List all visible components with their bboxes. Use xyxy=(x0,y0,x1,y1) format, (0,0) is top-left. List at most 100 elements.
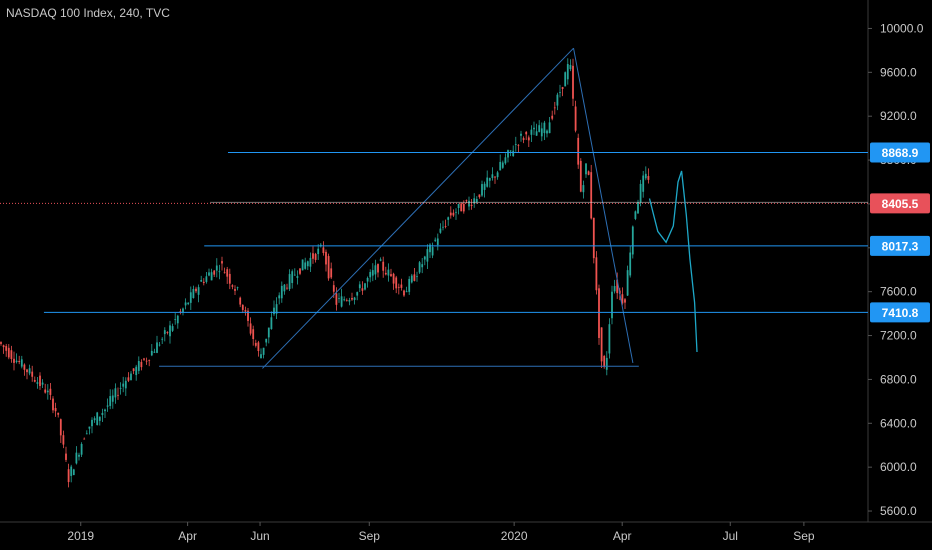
candle-body xyxy=(470,204,473,206)
trendline xyxy=(573,48,634,364)
candle-body xyxy=(481,184,483,196)
candle-body xyxy=(345,300,348,302)
x-tick-label: Sep xyxy=(359,529,381,543)
candle-body xyxy=(403,290,405,296)
candle-body xyxy=(587,171,590,175)
candle-body xyxy=(611,291,613,319)
candle-body xyxy=(626,270,629,296)
candle-body xyxy=(603,355,606,367)
candle-body xyxy=(351,297,353,300)
candle-body xyxy=(491,174,494,178)
candle-body xyxy=(132,368,135,372)
candle-body xyxy=(70,466,73,476)
candle-body xyxy=(273,307,275,315)
candle-body xyxy=(241,304,244,310)
candle-body xyxy=(330,268,333,278)
candle-body xyxy=(390,274,392,277)
candle-body xyxy=(57,412,60,415)
candle-body xyxy=(301,259,304,271)
candle-body xyxy=(361,288,364,291)
candle-body xyxy=(613,286,616,292)
candle-body xyxy=(538,125,541,132)
candle-body xyxy=(262,347,265,355)
x-tick-label: Jun xyxy=(250,529,269,543)
candle-body xyxy=(436,238,439,245)
candle-body xyxy=(10,350,13,360)
x-tick-label: Jul xyxy=(723,529,738,543)
candle-body xyxy=(309,257,312,267)
candle-body xyxy=(208,272,210,276)
candle-body xyxy=(267,327,270,338)
projection-path xyxy=(648,170,698,353)
candle-body xyxy=(257,342,260,352)
price-level-badge xyxy=(870,302,930,323)
candle-body xyxy=(442,226,444,228)
candle-body xyxy=(483,183,486,190)
candle-body xyxy=(423,256,426,260)
candle-body xyxy=(624,299,626,303)
candle-body xyxy=(244,310,247,312)
candle-body xyxy=(566,64,569,80)
candle-body xyxy=(111,395,114,402)
candle-body xyxy=(270,317,273,330)
candle-body xyxy=(548,122,551,134)
candle-body xyxy=(447,217,450,220)
candle-body xyxy=(356,292,359,296)
candle-body xyxy=(395,277,398,289)
candle-body xyxy=(278,295,281,299)
candle-body xyxy=(540,128,543,137)
candle-body xyxy=(525,132,528,135)
candle-body xyxy=(564,72,567,87)
candle-body xyxy=(507,150,509,158)
candle-body xyxy=(62,435,65,445)
candle-body xyxy=(413,274,416,281)
candle-body xyxy=(621,294,624,304)
candle-body xyxy=(31,371,34,377)
candle-body xyxy=(166,331,169,333)
candle-body xyxy=(449,212,452,216)
candle-body xyxy=(600,327,603,362)
chart-title: NASDAQ 100 Index, 240, TVC xyxy=(6,6,170,20)
candle-body xyxy=(343,299,346,301)
candle-body xyxy=(41,382,44,385)
candle-body xyxy=(358,284,361,289)
candle-body xyxy=(377,264,379,273)
candle-body xyxy=(543,122,546,134)
candle-body xyxy=(509,150,512,152)
candle-body xyxy=(426,249,429,262)
candle-body xyxy=(33,379,36,382)
candle-body xyxy=(405,291,408,293)
candle-body xyxy=(247,310,249,321)
candle-body xyxy=(218,271,221,273)
candle-body xyxy=(228,273,231,284)
candle-body xyxy=(234,289,236,291)
candle-body xyxy=(400,284,403,288)
candle-body xyxy=(213,270,216,275)
candle-body xyxy=(39,375,41,387)
x-tick-label: Apr xyxy=(178,529,197,543)
candle-body xyxy=(2,345,5,348)
candle-body xyxy=(325,251,327,265)
candle-body xyxy=(397,286,400,288)
candle-body xyxy=(421,264,424,268)
candle-body xyxy=(236,287,239,289)
y-tick-label: 6800.0 xyxy=(880,372,917,386)
candle-body xyxy=(275,304,278,314)
candle-body xyxy=(605,357,608,370)
candle-body xyxy=(15,360,18,363)
y-tick-label: 10000.0 xyxy=(880,21,924,35)
price-level-badge xyxy=(870,193,930,214)
candle-body xyxy=(104,409,106,412)
candle-body xyxy=(171,326,174,331)
candle-body xyxy=(85,433,88,435)
candle-body xyxy=(335,293,338,305)
candle-body xyxy=(434,239,437,241)
candle-body xyxy=(156,342,158,353)
candle-body xyxy=(353,297,356,300)
candle-body xyxy=(158,344,161,346)
candle-body xyxy=(114,388,117,398)
candle-body xyxy=(462,203,465,212)
price-level-badge-label: 8017.3 xyxy=(882,239,919,253)
